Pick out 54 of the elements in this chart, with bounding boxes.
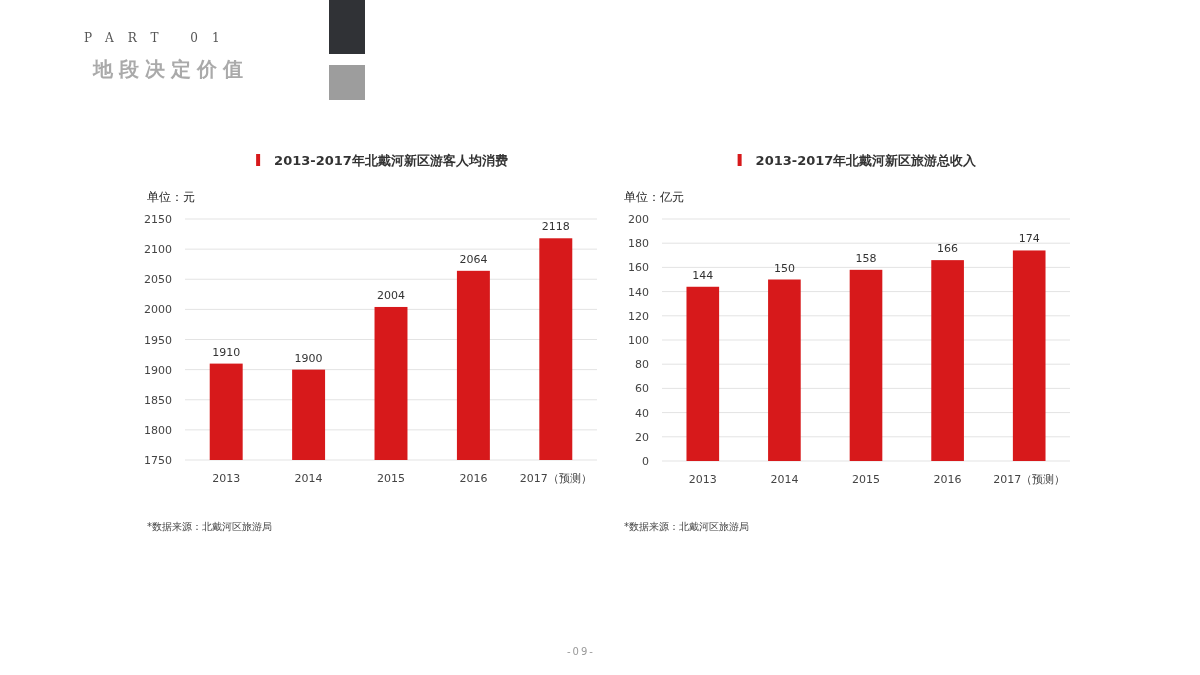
y-tick-label: 1900: [144, 363, 172, 377]
y-tick-label: 2150: [144, 213, 172, 226]
data-label: 174: [1018, 232, 1040, 246]
y-tick-label: 2050: [144, 273, 172, 287]
data-label: 150: [773, 261, 795, 275]
x-tick-label: 2014: [770, 473, 799, 486]
y-tick-label: 2000: [144, 303, 172, 317]
bar: [686, 286, 720, 461]
y-tick-label: 160: [628, 261, 649, 275]
data-label: 2064: [459, 252, 488, 266]
data-label: 1900: [294, 351, 323, 365]
text: *数据来源：北戴河区旅游局: [624, 521, 749, 532]
y-tick-label: 120: [628, 309, 649, 323]
y-tick-label: 60: [635, 382, 649, 396]
chart-title: 2013-2017年北戴河新区旅游总收入: [755, 153, 978, 168]
x-tick-label: 2013: [688, 473, 717, 486]
text: *数据来源：北戴河区旅游局: [147, 521, 272, 532]
y-tick-label: 140: [628, 285, 649, 299]
x-tick-label: 2013: [212, 472, 241, 485]
text: PART 01: [84, 31, 234, 45]
data-label: 1910: [212, 345, 241, 359]
y-tick-label: 180: [628, 237, 649, 251]
x-tick-label: 2017（预测）: [993, 473, 1066, 486]
y-tick-label: 0: [642, 455, 649, 468]
x-tick-label: 2015: [852, 473, 880, 486]
y-tick-label: 100: [628, 334, 649, 347]
data-label: 166: [937, 242, 959, 256]
bar: [931, 260, 964, 461]
data-label: 158: [855, 251, 877, 265]
data-label: 2004: [377, 288, 405, 302]
y-tick-label: 1800: [144, 423, 172, 437]
bar: [1012, 250, 1046, 461]
y-tick-label: 1950: [144, 333, 172, 347]
data-label: 144: [692, 268, 714, 282]
y-axis-title: 单位：亿元: [624, 190, 684, 204]
y-tick-label: 2100: [144, 243, 172, 257]
y-tick-label: 1850: [144, 393, 172, 407]
text: -09-: [567, 646, 595, 657]
x-tick-label: 2014: [294, 472, 323, 485]
x-tick-label: 2015: [377, 472, 405, 485]
y-tick-label: 200: [628, 213, 649, 226]
y-tick-label: 20: [635, 430, 649, 444]
x-tick-label: 2016: [933, 473, 962, 486]
x-tick-label: 2016: [459, 472, 488, 485]
y-tick-label: 1750: [144, 454, 172, 467]
text: 地段决定价值: [92, 57, 249, 81]
x-tick-label: 2017（预测）: [519, 472, 592, 485]
y-axis-title: 单位：元: [147, 190, 195, 204]
bar: [768, 279, 801, 461]
y-tick-label: 80: [635, 358, 649, 372]
data-label: 2118: [541, 220, 570, 234]
chart-title: 2013-2017年北戴河新区游客人均消费: [274, 153, 508, 168]
y-tick-label: 40: [635, 406, 649, 420]
bar: [849, 269, 883, 461]
